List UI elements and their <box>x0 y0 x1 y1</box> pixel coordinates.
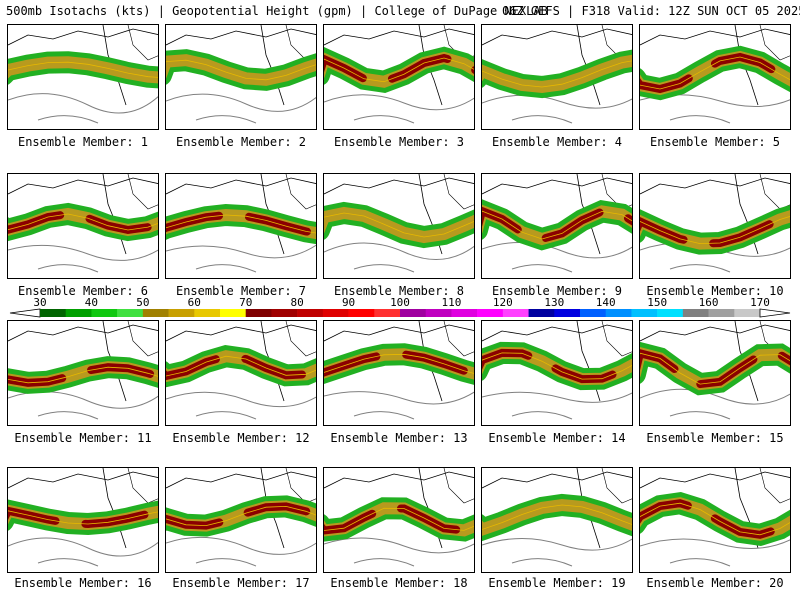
ensemble-member-label: Ensemble Member: 2 <box>175 135 307 149</box>
colorbar-swatch <box>194 309 221 317</box>
ensemble-panel-8 <box>323 173 475 279</box>
colorbar-tick-label: 80 <box>290 296 304 309</box>
ensemble-panel-15 <box>639 320 791 426</box>
ensemble-member-label: Ensemble Member: 20 <box>646 576 784 590</box>
colorbar-swatch <box>580 309 607 317</box>
colorbar-swatch <box>65 309 92 317</box>
title-right: 06Z GEFS | F318 Valid: 12Z SUN OCT 05 20… <box>502 4 800 18</box>
colorbar-swatch <box>708 309 735 317</box>
ensemble-member-label: Ensemble Member: 11 <box>14 431 152 445</box>
colorbar-swatch <box>271 309 298 317</box>
colorbar-swatch <box>554 309 581 317</box>
colorbar-swatch <box>734 309 761 317</box>
color-scale-bar <box>9 308 791 318</box>
colorbar-left-arrow <box>9 308 41 318</box>
ensemble-member-label: Ensemble Member: 3 <box>333 135 465 149</box>
colorbar-swatch <box>374 309 401 317</box>
ensemble-panel-1 <box>7 24 159 130</box>
colorbar-swatch <box>168 309 195 317</box>
colorbar-swatch <box>91 309 118 317</box>
ensemble-member-label: Ensemble Member: 4 <box>491 135 623 149</box>
ensemble-member-label: Ensemble Member: 19 <box>488 576 626 590</box>
ensemble-panel-5 <box>639 24 791 130</box>
colorbar-tick-label: 40 <box>84 296 99 309</box>
ensemble-panel-10 <box>639 173 791 279</box>
colorbar-tick-label: 30 <box>33 296 47 309</box>
ensemble-panel-20 <box>639 467 791 573</box>
ensemble-panel-2 <box>165 24 317 130</box>
ensemble-member-label: Ensemble Member: 10 <box>646 284 784 298</box>
colorbar-tick-label: 50 <box>136 296 150 309</box>
colorbar-swatch <box>477 309 504 317</box>
colorbar-swatch <box>451 309 478 317</box>
colorbar-swatch <box>348 309 375 317</box>
title-left: 500mb Isotachs (kts) | Geopotential Heig… <box>6 4 548 18</box>
colorbar-swatch <box>117 309 144 317</box>
colorbar-swatch <box>657 309 684 317</box>
ensemble-member-label: Ensemble Member: 15 <box>646 431 784 445</box>
colorbar-swatch <box>142 309 169 317</box>
colorbar-swatch <box>220 309 247 317</box>
ensemble-member-label: Ensemble Member: 13 <box>330 431 468 445</box>
colorbar-swatch <box>528 309 555 317</box>
ensemble-panel-4 <box>481 24 633 130</box>
ensemble-panel-13 <box>323 320 475 426</box>
colorbar-tick-label: 90 <box>341 296 356 309</box>
ensemble-panel-3 <box>323 24 475 130</box>
ensemble-panel-9 <box>481 173 633 279</box>
colorbar-swatch <box>631 309 658 317</box>
ensemble-panel-16 <box>7 467 159 573</box>
ensemble-member-label: Ensemble Member: 12 <box>172 431 310 445</box>
colorbar-swatch <box>245 309 272 317</box>
ensemble-member-label: Ensemble Member: 16 <box>14 576 152 590</box>
colorbar-tick-label: 70 <box>239 296 253 309</box>
colorbar-tick-label: 100 <box>390 296 410 309</box>
ensemble-panel-12 <box>165 320 317 426</box>
ensemble-member-label: Ensemble Member: 18 <box>330 576 468 590</box>
colorbar-tick-label: 120 <box>492 296 513 309</box>
ensemble-member-label: Ensemble Member: 14 <box>488 431 626 445</box>
colorbar-right-arrow <box>759 308 791 318</box>
ensemble-panel-11 <box>7 320 159 426</box>
ensemble-member-label: Ensemble Member: 9 <box>491 284 623 298</box>
colorbar-swatch <box>682 309 709 317</box>
ensemble-panel-19 <box>481 467 633 573</box>
colorbar-tick-label: 160 <box>698 296 719 309</box>
ensemble-panel-17 <box>165 467 317 573</box>
ensemble-member-label: Ensemble Member: 17 <box>172 576 310 590</box>
ensemble-panel-7 <box>165 173 317 279</box>
ensemble-panel-18 <box>323 467 475 573</box>
ensemble-member-label: Ensemble Member: 8 <box>333 284 465 298</box>
ensemble-panel-6 <box>7 173 159 279</box>
colorbar-swatch <box>297 309 324 317</box>
colorbar-swatch <box>400 309 427 317</box>
ensemble-panel-14 <box>481 320 633 426</box>
ensemble-member-label: Ensemble Member: 7 <box>175 284 307 298</box>
colorbar-tick-label: 140 <box>595 296 616 309</box>
ensemble-member-label: Ensemble Member: 5 <box>649 135 781 149</box>
colorbar-swatch <box>502 309 529 317</box>
ensemble-member-label: Ensemble Member: 6 <box>17 284 149 298</box>
colorbar-swatch <box>322 309 349 317</box>
colorbar-tick-label: 60 <box>187 296 201 309</box>
colorbar-swatch <box>605 309 632 317</box>
colorbar-tick-label: 150 <box>647 296 668 309</box>
colorbar-tick-label: 170 <box>750 296 770 309</box>
ensemble-member-label: Ensemble Member: 1 <box>17 135 149 149</box>
colorbar-swatch <box>425 309 452 317</box>
colorbar-tick-label: 130 <box>544 296 565 309</box>
colorbar-tick-label: 110 <box>441 296 462 309</box>
colorbar-swatch <box>40 309 67 317</box>
